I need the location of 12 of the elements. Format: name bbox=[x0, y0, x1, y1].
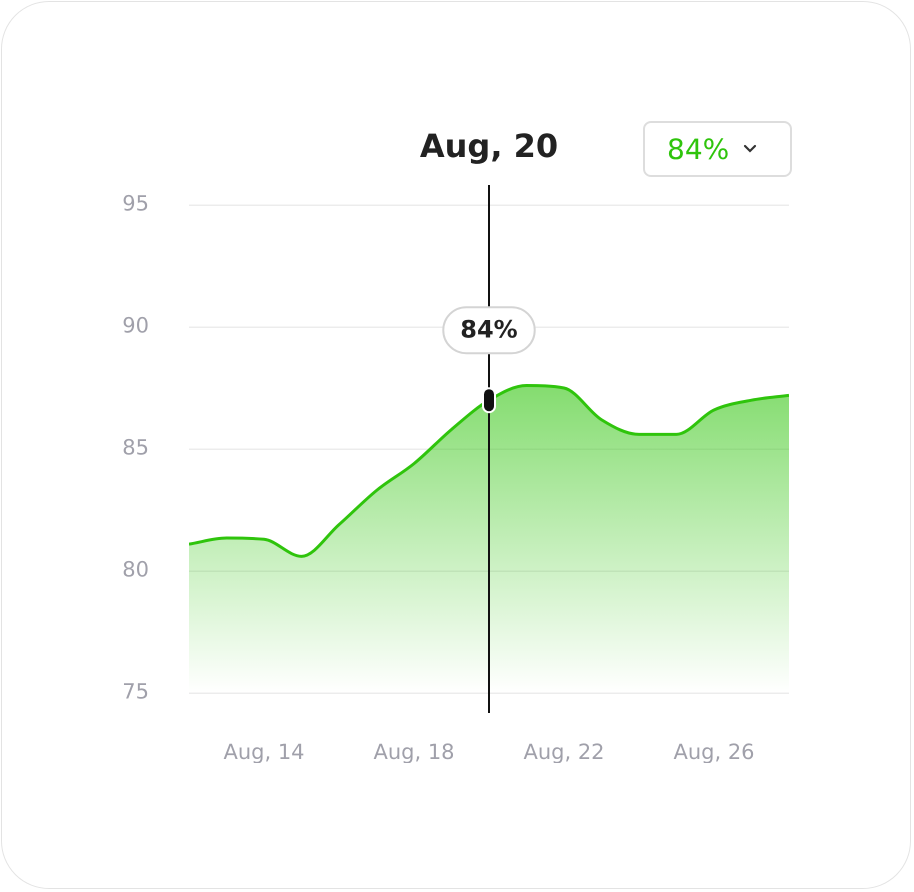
y-tick-label: 95 bbox=[122, 191, 149, 216]
annotation: 84% bbox=[460, 315, 518, 344]
y-tick-label: 80 bbox=[122, 557, 149, 582]
x-tick-label: Aug, 26 bbox=[673, 740, 755, 764]
text: 84% bbox=[667, 132, 730, 166]
x-tick-label: Aug, 22 bbox=[523, 740, 605, 764]
x-tick-label: Aug, 18 bbox=[373, 740, 455, 764]
y-tick-label: 85 bbox=[122, 435, 149, 460]
x-tick-label: Aug, 14 bbox=[223, 740, 305, 764]
y-tick-label: 90 bbox=[122, 313, 149, 338]
y-tick-label: 75 bbox=[122, 679, 149, 704]
ref-line-label: Aug, 20 bbox=[420, 127, 558, 165]
